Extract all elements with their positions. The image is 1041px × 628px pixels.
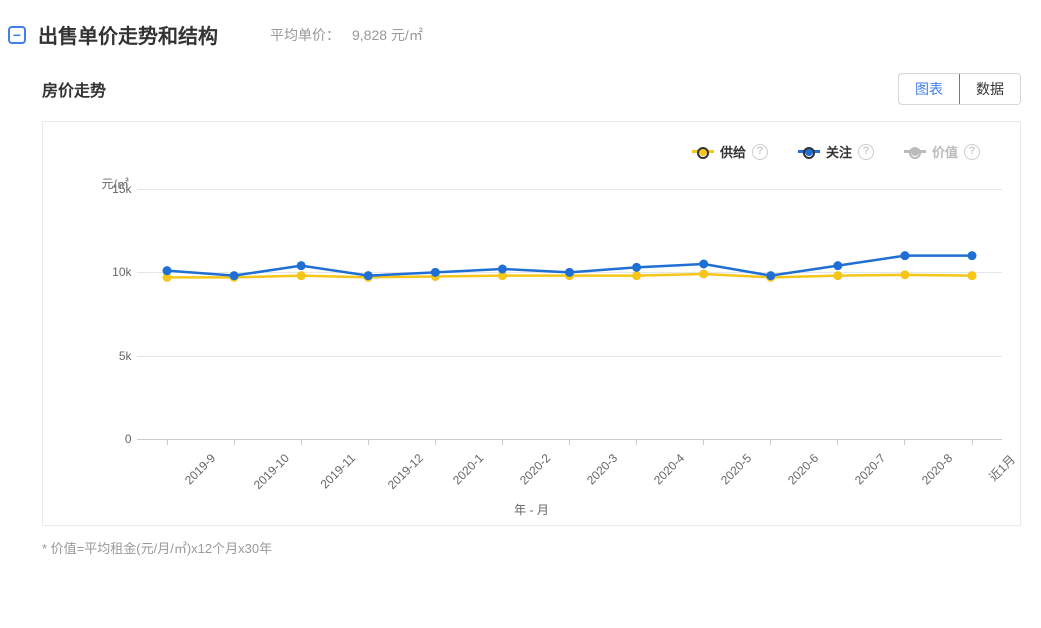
legend-label-supply: 供给 <box>720 142 746 161</box>
x-tick-label: 2020-2 <box>517 451 553 487</box>
x-tick-mark <box>904 439 905 445</box>
x-tick-label: 2020-1 <box>450 451 486 487</box>
data-point-attention[interactable] <box>163 267 171 275</box>
x-tick-label: 2019-12 <box>385 451 426 492</box>
avg-price-value: 9,828 元/㎡ <box>352 25 423 45</box>
x-tick-label: 2020-8 <box>919 451 955 487</box>
data-point-attention[interactable] <box>833 262 841 270</box>
data-point-attention[interactable] <box>230 272 238 280</box>
section-title: 出售单价走势和结构 <box>38 20 218 49</box>
data-point-supply[interactable] <box>833 272 841 280</box>
help-icon[interactable]: ? <box>858 144 874 160</box>
x-tick-mark <box>770 439 771 445</box>
x-tick-mark <box>837 439 838 445</box>
x-axis-title: 年 - 月 <box>514 501 549 519</box>
x-tick-mark <box>234 439 235 445</box>
legend-item-attention[interactable]: 关注 ? <box>798 142 874 161</box>
legend-swatch-supply <box>692 150 714 153</box>
data-point-attention[interactable] <box>297 262 305 270</box>
data-point-supply[interactable] <box>900 271 908 279</box>
x-tick-mark <box>435 439 436 445</box>
legend-item-supply[interactable]: 供给 ? <box>692 142 768 161</box>
x-tick-mark <box>972 439 973 445</box>
x-tick-mark <box>636 439 637 445</box>
legend-item-value[interactable]: 价值 ? <box>904 142 980 161</box>
chart-title: 房价走势 <box>42 77 106 101</box>
subheader-row: 房价走势 图表 数据 <box>8 73 1041 105</box>
x-tick-label: 2020-3 <box>584 451 620 487</box>
x-tick-label: 2020-4 <box>651 451 687 487</box>
tab-chart[interactable]: 图表 <box>898 73 960 105</box>
x-tick-label: 2019-11 <box>317 451 357 491</box>
x-tick-mark <box>569 439 570 445</box>
x-tick-label: 2019-9 <box>181 451 217 487</box>
data-point-attention[interactable] <box>632 263 640 271</box>
data-point-attention[interactable] <box>498 265 506 273</box>
y-tick-label: 5k <box>119 349 132 363</box>
legend-swatch-attention <box>798 150 820 153</box>
data-point-supply[interactable] <box>699 270 707 278</box>
data-point-attention[interactable] <box>565 268 573 276</box>
data-point-attention[interactable] <box>766 272 774 280</box>
x-tick-mark <box>301 439 302 445</box>
chart-plot-area: 元/㎡ 05k10k15k2019-92019-102019-112019-12… <box>62 179 1002 509</box>
avg-price-label: 平均单价： <box>270 25 340 45</box>
data-point-supply[interactable] <box>632 272 640 280</box>
y-tick-label: 0 <box>125 432 132 446</box>
chart-card: 供给 ? 关注 ? 价值 ? 元/㎡ 05k10k15k2019-92019-1… <box>42 121 1021 526</box>
data-point-attention[interactable] <box>364 272 372 280</box>
section-header: − 出售单价走势和结构 平均单价： 9,828 元/㎡ <box>8 20 1041 49</box>
data-point-attention[interactable] <box>968 252 976 260</box>
x-tick-label: 近1月 <box>984 451 1018 485</box>
x-tick-label: 2019-10 <box>250 451 291 492</box>
tab-data[interactable]: 数据 <box>959 74 1020 104</box>
data-point-supply[interactable] <box>968 272 976 280</box>
series-svg <box>137 189 1002 439</box>
help-icon[interactable]: ? <box>964 144 980 160</box>
x-tick-label: 2020-5 <box>718 451 754 487</box>
legend-swatch-value <box>904 150 926 153</box>
y-tick-label: 10k <box>112 265 131 279</box>
help-icon[interactable]: ? <box>752 144 768 160</box>
page-container: − 出售单价走势和结构 平均单价： 9,828 元/㎡ 房价走势 图表 数据 供… <box>0 0 1041 577</box>
x-tick-mark <box>368 439 369 445</box>
view-toggle: 图表 数据 <box>898 73 1021 105</box>
legend-label-value: 价值 <box>932 142 958 161</box>
data-point-supply[interactable] <box>297 272 305 280</box>
data-point-attention[interactable] <box>900 252 908 260</box>
legend: 供给 ? 关注 ? 价值 ? <box>53 142 1010 161</box>
data-point-attention[interactable] <box>699 260 707 268</box>
x-tick-label: 2020-6 <box>785 451 821 487</box>
x-tick-label: 2020-7 <box>852 451 888 487</box>
x-tick-mark <box>167 439 168 445</box>
collapse-icon[interactable]: − <box>8 26 26 44</box>
x-tick-mark <box>502 439 503 445</box>
data-point-attention[interactable] <box>431 268 439 276</box>
y-tick-label: 15k <box>112 182 131 196</box>
legend-label-attention: 关注 <box>826 142 852 161</box>
footnote: * 价值=平均租金(元/月/㎡)x12个月x30年 <box>42 538 1021 557</box>
x-tick-mark <box>703 439 704 445</box>
